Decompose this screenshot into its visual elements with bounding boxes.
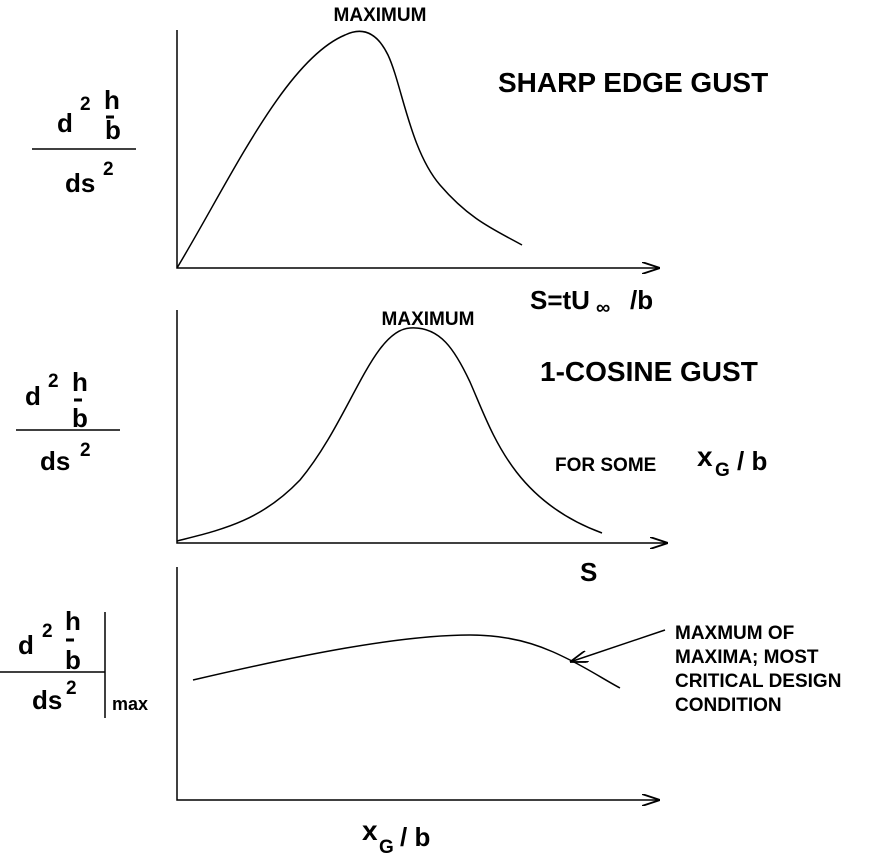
y-label-b: b bbox=[65, 645, 81, 675]
y-label-d: d bbox=[18, 630, 34, 660]
x-label: x bbox=[362, 815, 378, 846]
annotation: MAXMUM OF bbox=[675, 623, 794, 644]
note-x: x bbox=[697, 441, 713, 472]
note-sub: G bbox=[715, 460, 730, 481]
y-label-ds: ds bbox=[32, 685, 62, 715]
y-label-exp: 2 bbox=[80, 94, 91, 115]
x-label-tail: /b bbox=[630, 285, 653, 315]
peak-label: MAXIMUM bbox=[382, 309, 475, 330]
panel-maxima: MAXMUM OF MAXIMA; MOST CRITICAL DESIGN C… bbox=[0, 567, 841, 858]
response-curve bbox=[176, 30, 523, 269]
y-label-d: d bbox=[57, 108, 73, 138]
annotation: CONDITION bbox=[675, 695, 782, 716]
arrow bbox=[570, 629, 666, 662]
y-label-b: b bbox=[72, 403, 88, 433]
y-label-exp: 2 bbox=[48, 371, 59, 392]
peak-label: MAXIMUM bbox=[334, 5, 427, 26]
y-label-h: h bbox=[104, 85, 120, 115]
y-label-exp: 2 bbox=[66, 678, 77, 699]
x-label-sub: G bbox=[379, 837, 394, 858]
y-label-exp: 2 bbox=[103, 159, 114, 180]
y-label-max: max bbox=[112, 694, 148, 714]
y-label-exp: 2 bbox=[80, 440, 91, 461]
x-label: S=tU bbox=[530, 285, 590, 315]
panel-title: 1-COSINE GUST bbox=[540, 356, 758, 387]
y-label-ds: ds bbox=[65, 168, 95, 198]
panel-sharp-edge: MAXIMUM SHARP EDGE GUST d 2 h b ds 2 S=t… bbox=[32, 5, 768, 319]
y-label-h: h bbox=[65, 606, 81, 636]
note: FOR SOME bbox=[555, 455, 656, 476]
y-label-d: d bbox=[25, 381, 41, 411]
x-label-sub: ∞ bbox=[596, 297, 610, 319]
axes bbox=[176, 567, 660, 800]
maxima-curve bbox=[192, 634, 621, 689]
axes bbox=[176, 310, 668, 543]
y-label-exp: 2 bbox=[42, 621, 53, 642]
panel-title: SHARP EDGE GUST bbox=[498, 67, 768, 98]
annotation: CRITICAL DESIGN bbox=[675, 671, 841, 692]
y-label-ds: ds bbox=[40, 446, 70, 476]
panel-cosine: MAXIMUM 1-COSINE GUST FOR SOME x G / b d… bbox=[16, 309, 767, 587]
annotation: MAXIMA; MOST bbox=[675, 647, 819, 668]
response-curve bbox=[176, 327, 603, 542]
x-label: S bbox=[580, 557, 597, 587]
x-label-tail: / b bbox=[400, 822, 430, 852]
y-label-b: b bbox=[105, 115, 121, 145]
y-label-h: h bbox=[72, 367, 88, 397]
note-tail: / b bbox=[737, 446, 767, 476]
